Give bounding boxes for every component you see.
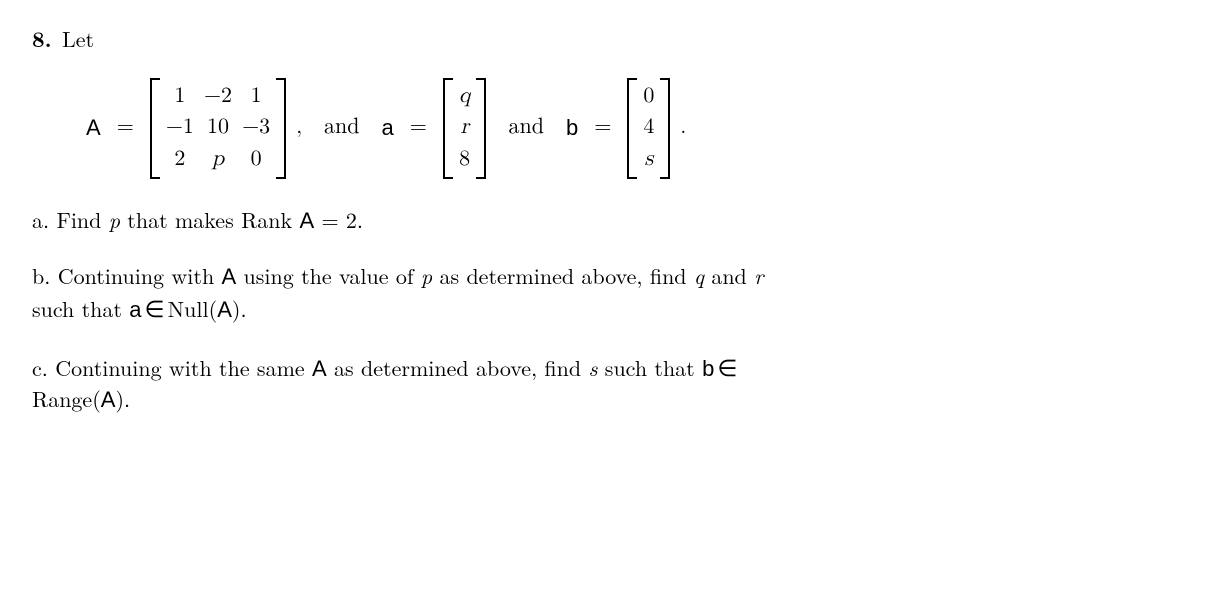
a-cell: 8 (459, 145, 470, 175)
vec-a: a (129, 297, 141, 322)
var-p: p (109, 204, 120, 235)
var-r: r (754, 260, 763, 291)
b-cell: 4 (643, 113, 654, 143)
part-b-text-1: Continuing with (58, 260, 222, 291)
range-open: Range( (32, 383, 101, 414)
A-cell: 10 (207, 113, 229, 143)
range-close: ). (115, 383, 130, 414)
part-b-text-5: such that (32, 293, 129, 324)
var-A: A (299, 208, 314, 233)
A-cell: 1 (174, 82, 185, 112)
part-b-text-2: using the value of (236, 260, 421, 291)
part-c-text-1: Continuing with the same (55, 352, 312, 383)
part-a-text-1: Find (56, 204, 108, 235)
A-cell: 2 (174, 145, 185, 175)
vector-a-label: a (381, 113, 393, 143)
vec-b: b (702, 356, 714, 381)
var-q: q (694, 260, 704, 291)
equation-line: A = 1 −2 1 −1 10 −3 2 p 0 , and a = q r … (86, 78, 1175, 179)
comma-1: , (296, 114, 302, 142)
b-cell-s: s (644, 145, 653, 175)
part-c: c. Continuing with the same A as determi… (32, 351, 1175, 414)
var-A: A (312, 356, 327, 381)
a-cell-q: q (459, 82, 471, 112)
equals-1: = (111, 113, 140, 143)
vector-a: q r 8 (443, 78, 487, 179)
and-2: and (496, 113, 555, 143)
A-cell: −2 (204, 82, 232, 112)
b-cell: 0 (643, 82, 654, 112)
var-A: A (217, 297, 232, 322)
part-a: a. Find p that makes Rank A = 2. (32, 205, 1175, 236)
part-a-text-2: that makes Rank (120, 204, 299, 235)
element-of-icon: ∈ (142, 291, 168, 324)
part-a-label: a. (32, 204, 49, 235)
element-of-icon: ∈ (714, 350, 740, 383)
part-c-label: c. (32, 352, 48, 383)
A-cell: −3 (242, 113, 270, 143)
problem-number: 8. (32, 24, 62, 54)
null-open: Null( (168, 293, 218, 324)
part-c-text-3: such that (597, 352, 702, 383)
part-b: b. Continuing with A using the value of … (32, 261, 1175, 324)
problem-heading: 8. Let (32, 24, 1175, 54)
equals-2: = (404, 113, 433, 143)
var-p: p (421, 260, 432, 291)
part-a-text-3: = 2. (314, 204, 363, 235)
A-cell-p: p (212, 145, 224, 175)
problem-intro: Let (62, 24, 94, 54)
var-A: A (101, 387, 116, 412)
null-close: ). (232, 293, 247, 324)
matrix-A-label: A (86, 113, 101, 143)
matrix-A: 1 −2 1 −1 10 −3 2 p 0 (150, 78, 286, 179)
a-cell-r: r (460, 113, 469, 143)
A-cell: 0 (251, 145, 262, 175)
and-1: and (312, 113, 371, 143)
equals-3: = (588, 113, 617, 143)
var-A: A (222, 264, 237, 289)
part-c-text-2: as determined above, find (327, 352, 589, 383)
vector-b-label: b (566, 113, 578, 143)
vector-b: 0 4 s (627, 78, 670, 179)
part-b-label: b. (32, 260, 50, 291)
period: . (680, 114, 686, 142)
part-b-text-4: and (704, 260, 754, 291)
part-b-text-3: as determined above, find (432, 260, 694, 291)
A-cell: 1 (251, 82, 262, 112)
A-cell: −1 (166, 113, 194, 143)
